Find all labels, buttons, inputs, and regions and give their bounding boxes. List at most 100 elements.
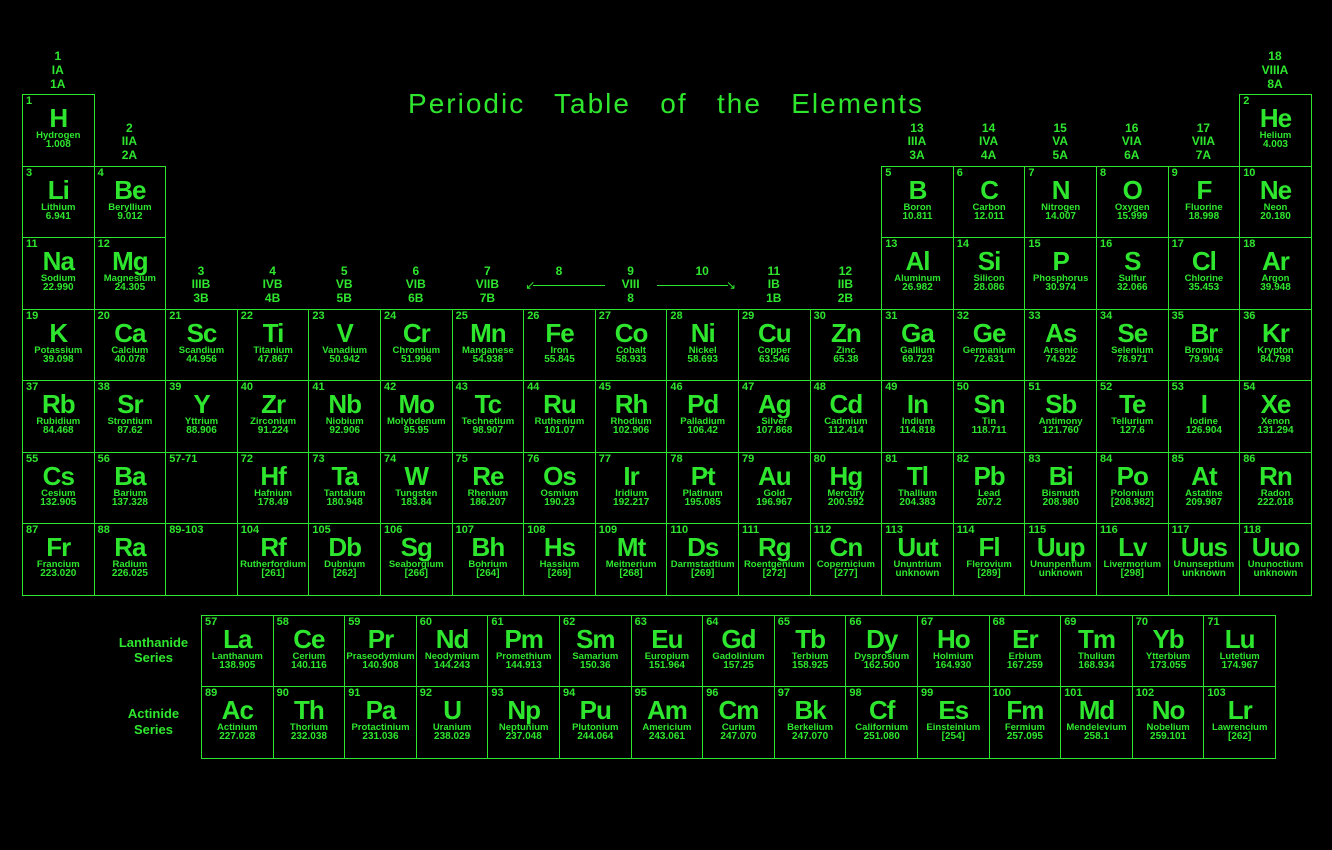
atomic-number: 61: [491, 617, 503, 629]
atomic-number: 64: [706, 617, 718, 629]
element-cell: 13AlAluminum26.982: [881, 237, 954, 310]
element-symbol: Sn: [954, 391, 1025, 418]
element-cell: 89-103: [165, 523, 238, 596]
atomic-mass: 244.064: [560, 732, 631, 743]
atomic-number: 99: [921, 688, 933, 700]
atomic-number: 37: [26, 382, 38, 394]
atomic-number: 39: [169, 382, 181, 394]
element-symbol: Rg: [739, 534, 810, 561]
atomic-mass: 183.84: [381, 498, 452, 509]
atomic-mass: [264]: [453, 569, 524, 580]
atomic-number: 29: [742, 311, 754, 323]
group-header: 7VIIB7B: [452, 265, 524, 306]
element-symbol: Sm: [560, 626, 631, 653]
element-cell: 40ZrZirconium91.224: [237, 380, 310, 453]
atomic-number: 85: [1172, 454, 1184, 466]
atomic-mass: 121.760: [1025, 426, 1096, 437]
atomic-number: 8: [1100, 168, 1106, 180]
atomic-mass: 65.38: [811, 355, 882, 366]
atomic-mass: 106.42: [667, 426, 738, 437]
group-header: 1IA1A: [22, 50, 94, 91]
atomic-number: 96: [706, 688, 718, 700]
element-cell: 56BaBarium137.328: [94, 452, 167, 525]
element-cell: 5BBoron10.811: [881, 166, 954, 239]
atomic-mass: 168.934: [1061, 661, 1132, 672]
atomic-mass: 20.180: [1240, 212, 1311, 223]
element-cell: 29CuCopper63.546: [738, 309, 811, 382]
element-symbol: As: [1025, 320, 1096, 347]
element-symbol: Be: [95, 177, 166, 204]
element-cell: 23VVanadium50.942: [308, 309, 381, 382]
atomic-mass: 63.546: [739, 355, 810, 366]
atomic-number: 89: [205, 688, 217, 700]
element-cell: 67HoHolmium164.930: [917, 615, 990, 688]
atomic-mass: 144.243: [417, 661, 488, 672]
element-cell: 15PPhosphorus30.974: [1024, 237, 1097, 310]
element-cell: 118UuoUnunoctiumunknown: [1239, 523, 1312, 596]
atomic-mass: 232.038: [274, 732, 345, 743]
atomic-number: 16: [1100, 239, 1112, 251]
element-symbol: Uup: [1025, 534, 1096, 561]
atomic-mass: 227.028: [202, 732, 273, 743]
atomic-mass: 35.453: [1169, 283, 1240, 294]
atomic-mass: 251.080: [846, 732, 917, 743]
atomic-number: 9: [1172, 168, 1178, 180]
atomic-number: 106: [384, 525, 402, 537]
atomic-mass: 102.906: [596, 426, 667, 437]
element-cell: 35BrBromine79.904: [1168, 309, 1241, 382]
atomic-mass: 180.948: [309, 498, 380, 509]
atomic-number: 100: [993, 688, 1011, 700]
element-cell: 111RgRoentgenium[272]: [738, 523, 811, 596]
group-sub-number: 10: [666, 265, 738, 279]
element-cell: 4BeBeryllium9.012: [94, 166, 167, 239]
element-cell: 116LvLivermorium[298]: [1096, 523, 1169, 596]
element-cell: 70YbYtterbium173.055: [1132, 615, 1205, 688]
atomic-mass: 195.085: [667, 498, 738, 509]
atomic-number: 32: [957, 311, 969, 323]
atomic-mass: 196.967: [739, 498, 810, 509]
element-cell: 38SrStrontium87.62: [94, 380, 167, 453]
element-symbol: Ca: [95, 320, 166, 347]
atomic-number: 31: [885, 311, 897, 323]
atomic-number: 71: [1207, 617, 1219, 629]
element-cell: 14SiSilicon28.086: [953, 237, 1026, 310]
element-cell: 33AsArsenic74.922: [1024, 309, 1097, 382]
atomic-number: 12: [98, 239, 110, 251]
atomic-mass: [208.982]: [1097, 498, 1168, 509]
atomic-number: 92: [420, 688, 432, 700]
element-symbol: N: [1025, 177, 1096, 204]
element-cell: 34SeSelenium78.971: [1096, 309, 1169, 382]
element-symbol: Cs: [23, 463, 94, 490]
atomic-mass: 12.011: [954, 212, 1025, 223]
element-cell: 100FmFermium257.095: [989, 686, 1062, 759]
element-cell: 109MtMeitnerium[268]: [595, 523, 668, 596]
atomic-number: 49: [885, 382, 897, 394]
element-cell: 8OOxygen15.999: [1096, 166, 1169, 239]
element-cell: 85AtAstatine209.987: [1168, 452, 1241, 525]
atomic-number: 74: [384, 454, 396, 466]
atomic-number: 89-103: [169, 525, 203, 537]
element-symbol: Nb: [309, 391, 380, 418]
atomic-number: 54: [1243, 382, 1255, 394]
element-symbol: La: [202, 626, 273, 653]
atomic-number: 52: [1100, 382, 1112, 394]
atomic-number: 23: [312, 311, 324, 323]
element-symbol: Cf: [846, 697, 917, 724]
element-symbol: Hg: [811, 463, 882, 490]
element-cell: 43TcTechnetium98.907: [452, 380, 525, 453]
element-cell: 115UupUnunpentiumunknown: [1024, 523, 1097, 596]
atomic-mass: 223.020: [23, 569, 94, 580]
atomic-mass: 92.906: [309, 426, 380, 437]
element-cell: 51SbAntimony121.760: [1024, 380, 1097, 453]
atomic-mass: 190.23: [524, 498, 595, 509]
element-symbol: Tm: [1061, 626, 1132, 653]
atomic-mass: 88.906: [166, 426, 237, 437]
atomic-mass: 10.811: [882, 212, 953, 223]
element-cell: 86RnRadon222.018: [1239, 452, 1312, 525]
atomic-mass: 186.207: [453, 498, 524, 509]
element-symbol: B: [882, 177, 953, 204]
atomic-mass: 14.007: [1025, 212, 1096, 223]
element-symbol: Ga: [882, 320, 953, 347]
atomic-mass: 258.1: [1061, 732, 1132, 743]
atomic-mass: 39.098: [23, 355, 94, 366]
